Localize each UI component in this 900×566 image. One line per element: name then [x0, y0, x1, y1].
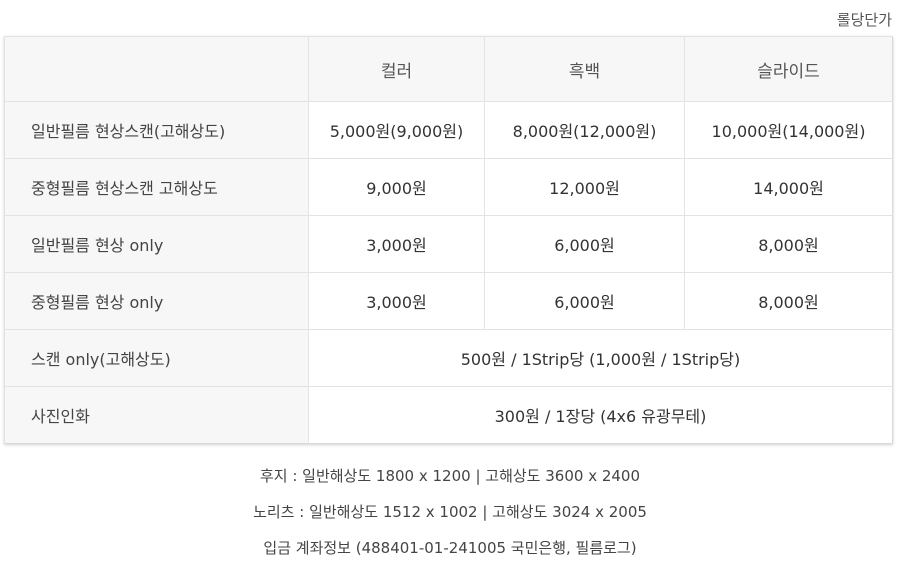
price-slide: 10,000원(14,000원) — [684, 101, 893, 159]
header-slide: 슬라이드 — [684, 36, 893, 102]
table-row: 일반필름 현상 only 3,000원 6,000원 8,000원 — [4, 215, 893, 273]
price-color: 3,000원 — [308, 272, 485, 330]
header-color: 컬러 — [308, 36, 485, 102]
price-span: 500원 / 1Strip당 (1,000원 / 1Strip당) — [308, 329, 893, 387]
price-bw: 8,000원(12,000원) — [484, 101, 685, 159]
row-label: 사진인화 — [4, 386, 309, 444]
table-header-row: 컬러 흑백 슬라이드 — [4, 36, 893, 102]
price-color: 9,000원 — [308, 158, 485, 216]
price-slide: 8,000원 — [684, 215, 893, 273]
price-bw: 6,000원 — [484, 272, 685, 330]
row-label: 중형필름 현상스캔 고해상도 — [4, 158, 309, 216]
unit-note: 롤당단가 — [836, 11, 892, 29]
row-label: 일반필름 현상 only — [4, 215, 309, 273]
price-color: 5,000원(9,000원) — [308, 101, 485, 159]
row-label: 중형필름 현상 only — [4, 272, 309, 330]
table-row: 중형필름 현상 only 3,000원 6,000원 8,000원 — [4, 272, 893, 330]
price-color: 3,000원 — [308, 215, 485, 273]
footer-notes: 후지 : 일반해상도 1800 x 1200 | 고해상도 3600 x 240… — [0, 458, 900, 566]
table-row: 일반필름 현상스캔(고해상도) 5,000원(9,000원) 8,000원(12… — [4, 101, 893, 159]
price-bw: 12,000원 — [484, 158, 685, 216]
price-slide: 14,000원 — [684, 158, 893, 216]
footer-line-noritsu: 노리츠 : 일반해상도 1512 x 1002 | 고해상도 3024 x 20… — [253, 503, 647, 521]
footer-line-bank: 입금 계좌정보 (488401-01-241005 국민은행, 필름로그) — [263, 539, 637, 557]
table-row: 스캔 only(고해상도) 500원 / 1Strip당 (1,000원 / 1… — [4, 329, 893, 387]
table-row: 중형필름 현상스캔 고해상도 9,000원 12,000원 14,000원 — [4, 158, 893, 216]
price-span: 300원 / 1장당 (4x6 유광무테) — [308, 386, 893, 444]
header-empty — [4, 36, 309, 102]
price-slide: 8,000원 — [684, 272, 893, 330]
table-row: 사진인화 300원 / 1장당 (4x6 유광무테) — [4, 386, 893, 444]
price-bw: 6,000원 — [484, 215, 685, 273]
footer-line-fuji: 후지 : 일반해상도 1800 x 1200 | 고해상도 3600 x 240… — [259, 467, 641, 485]
header-bw: 흑백 — [484, 36, 685, 102]
row-label: 스캔 only(고해상도) — [4, 329, 309, 387]
price-table: 컬러 흑백 슬라이드 일반필름 현상스캔(고해상도) 5,000원(9,000원… — [4, 36, 893, 444]
row-label: 일반필름 현상스캔(고해상도) — [4, 101, 309, 159]
